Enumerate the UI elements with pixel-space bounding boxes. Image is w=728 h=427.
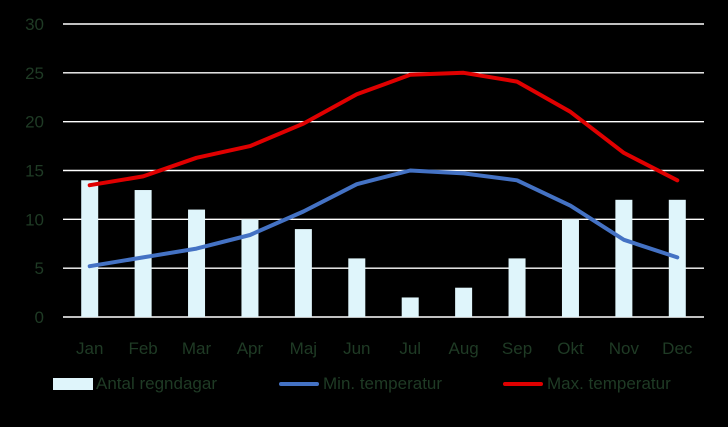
bar	[188, 209, 206, 317]
x-tick-label: Dec	[662, 339, 693, 358]
line-series-min-temp	[87, 168, 680, 269]
chart: 0 5 10 15 20 25 30 Jan Feb Mar Apr Maj Jun Jul Aug Sep O…	[25, 15, 704, 358]
y-tick-label: 5	[35, 259, 44, 278]
bar	[455, 287, 473, 317]
bar	[294, 229, 312, 317]
legend-swatch-min-temp	[279, 382, 319, 386]
bar	[81, 180, 99, 317]
bar	[401, 297, 419, 317]
y-tick-label: 0	[35, 308, 44, 327]
legend-label-max-temp: Max. temperatur	[547, 374, 671, 393]
x-tick-label: Apr	[237, 339, 264, 358]
x-tick-label: Maj	[290, 339, 317, 358]
bar	[241, 219, 259, 317]
legend-item-rain-days: Antal regndagar	[53, 374, 217, 394]
bar	[348, 258, 366, 317]
x-tick-label: Jun	[343, 339, 370, 358]
legend-swatch-max-temp	[503, 382, 543, 386]
legend-item-max-temp: Max. temperatur	[503, 374, 671, 394]
legend-label-rain-days: Antal regndagar	[96, 374, 217, 393]
legend-swatch-rain-days	[53, 378, 93, 390]
bar	[561, 219, 579, 317]
bar	[134, 190, 152, 317]
y-tick-label: 10	[25, 210, 44, 229]
line-series-max-temp	[87, 70, 680, 188]
y-tick-label: 15	[25, 162, 44, 181]
x-tick-label: Aug	[449, 339, 479, 358]
legend: Antal regndagar Min. temperatur Max. tem…	[0, 374, 728, 400]
x-tick-label: Nov	[609, 339, 640, 358]
y-tick-label: 25	[25, 64, 44, 83]
x-tick-label: Sep	[502, 339, 532, 358]
y-tick-label: 30	[25, 15, 44, 34]
x-tick-label: Mar	[182, 339, 212, 358]
x-tick-label: Okt	[557, 339, 584, 358]
bar	[615, 199, 633, 317]
x-tick-label: Jul	[399, 339, 421, 358]
x-tick-label: Jan	[76, 339, 103, 358]
x-tick-label: Feb	[128, 339, 157, 358]
legend-label-min-temp: Min. temperatur	[323, 374, 443, 393]
legend-item-min-temp: Min. temperatur	[279, 374, 442, 394]
y-tick-label: 20	[25, 113, 44, 132]
bar	[508, 258, 526, 317]
